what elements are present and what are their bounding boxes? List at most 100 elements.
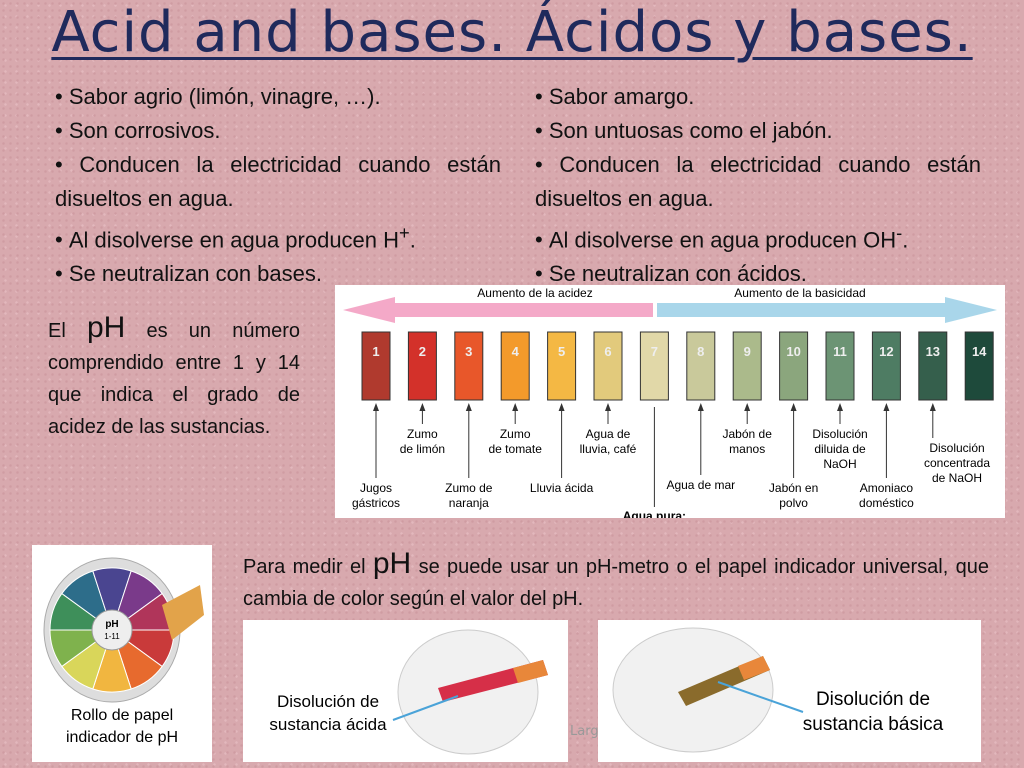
bullet-text: Se neutralizan con ácidos. [548, 261, 807, 287]
descriptor-line: Lluvia ácida [530, 481, 594, 495]
bullet-text: Conducen la electricidad cuando están di… [55, 152, 501, 211]
descriptor-line: Disolución [812, 427, 867, 441]
ph-number: 7 [651, 344, 658, 359]
bullet-text: Sabor amargo. [548, 84, 695, 109]
caption: Disolución de [277, 692, 379, 711]
descriptor: Disolución diluida de NaOH [812, 427, 867, 471]
bullet-text: Se neutralizan con bases. [68, 261, 322, 287]
base-arrow-label: Aumento de la basicidad [734, 286, 865, 300]
descriptor-line: Agua de mar [666, 478, 735, 492]
base-arrow [657, 297, 997, 323]
scale-drawing: Aumento de la acidez Aumento de la basic… [343, 286, 1024, 538]
ph-swatch [732, 331, 762, 401]
descriptor-line: Disolución [929, 441, 984, 455]
descriptor-line: gástricos [352, 496, 400, 510]
bullet: Conducen la electricidad cuando están di… [535, 148, 981, 216]
descriptor: Agua de lluvia, café [580, 427, 637, 456]
text: El [48, 320, 66, 342]
ph-swatch [686, 331, 716, 401]
roll-caption: Rollo de papel [71, 707, 173, 724]
title: Acid and bases. Ácidos y bases. [51, 0, 973, 65]
ph-number: 4 [512, 344, 520, 359]
bullet-text: Son corrosivos. [68, 118, 221, 143]
acid-photo: Disolución de sustancia ácida [243, 620, 568, 762]
roll-drawing: pH 1-11 Rollo de papel indicador de pH [43, 557, 204, 746]
acid-arrow [343, 297, 653, 323]
descriptor-line: Zumo [407, 427, 438, 441]
ph-swatch [964, 331, 994, 401]
ph-number: 2 [419, 344, 426, 359]
measure-text: Para medir el pH se puede usar un pH-met… [243, 548, 989, 615]
descriptor: Zumo de naranja [445, 481, 493, 510]
pointer-head [465, 403, 472, 411]
ph-swatch [825, 331, 855, 401]
ph-number: 8 [697, 344, 704, 359]
bullet-text: Son untuosas como el jabón. [548, 118, 833, 143]
roll-label: pH [105, 619, 118, 630]
descriptor-line: manos [729, 442, 765, 456]
descriptor-line: Jugos [360, 481, 392, 495]
ph: pH [372, 547, 412, 580]
pointer-head [744, 403, 751, 411]
pointer-head [929, 403, 936, 411]
descriptor: Jabón de manos [723, 427, 773, 456]
descriptor-line: Zumo [500, 427, 531, 441]
acid-list: Sabor agrio (limón, vinagre, …). Son corr… [55, 80, 501, 291]
descriptor: Agua de mar [666, 478, 735, 492]
caption: sustancia ácida [269, 715, 387, 734]
descriptor-line: doméstico [859, 496, 914, 510]
roll-range: 1-11 [104, 632, 120, 641]
descriptor-line: de NaOH [932, 471, 982, 485]
descriptor-line: naranja [449, 496, 489, 510]
text: Para medir el [243, 556, 366, 578]
ph-number: 3 [465, 344, 472, 359]
acid-arrow-label: Aumento de la acidez [477, 286, 592, 300]
descriptor-line: concentrada [924, 456, 990, 470]
descriptor-line: Amoniaco [860, 481, 914, 495]
pointer-head [373, 403, 379, 411]
bullet-text: Sabor agrio (limón, vinagre, …). [68, 84, 381, 109]
footer: Larg [570, 724, 599, 739]
descriptor: Amoniaco doméstico [859, 481, 914, 510]
bullet-text: Al disolverse en agua producen H [68, 227, 400, 253]
base-drawing: Disolución de sustancia básica [612, 627, 944, 753]
pure-water: Agua pura: [623, 509, 686, 518]
descriptor-line: Jabón de [723, 427, 773, 441]
descriptor: Zumo de tomate [489, 427, 543, 456]
descriptor-line: polvo [779, 496, 808, 510]
caption: sustancia básica [803, 714, 944, 735]
descriptor-line: diluida de [814, 442, 866, 456]
superscript: - [896, 222, 903, 243]
descriptor-line: Jabón en [769, 481, 818, 495]
ph-swatch [500, 331, 530, 401]
bullet-text: Al disolverse en agua producen OH [548, 227, 897, 253]
pointer-head [790, 403, 797, 411]
descriptor: Lluvia ácida [530, 481, 594, 495]
descriptor: Zumo de limón [400, 427, 445, 456]
roll-caption: indicador de pH [66, 729, 178, 746]
pointer-head [605, 403, 611, 411]
ph-swatch [779, 331, 809, 401]
ph-swatch [407, 331, 437, 401]
pointer-head [558, 403, 565, 411]
roll-photo: pH 1-11 Rollo de papel indicador de pH [32, 545, 212, 762]
bullet: Conducen la electricidad cuando están di… [55, 148, 501, 216]
acid-drawing: Disolución de sustancia ácida [269, 629, 548, 755]
ph-number: 10 [786, 344, 800, 359]
ph: pH [86, 311, 126, 344]
bullet: Se neutralizan con ácidos. [535, 257, 981, 291]
ph-swatch [639, 331, 669, 401]
descriptor-line: de tomate [489, 442, 543, 456]
text: es un número comprendido entre 1 y 14 qu… [48, 320, 301, 438]
bullet-text: . [902, 227, 909, 253]
bullet-text: Conducen la electricidad cuando están di… [535, 152, 981, 211]
ph-swatch [361, 331, 391, 401]
ph-number: 13 [926, 344, 940, 359]
descriptor-line: Agua de [586, 427, 631, 441]
ph-number: 12 [879, 344, 893, 359]
bullet: Al disolverse en agua producen H+. [55, 216, 501, 257]
bullet-text: . [409, 227, 416, 253]
ph-number: 9 [744, 344, 751, 359]
bullet: Sabor amargo. [535, 80, 981, 114]
